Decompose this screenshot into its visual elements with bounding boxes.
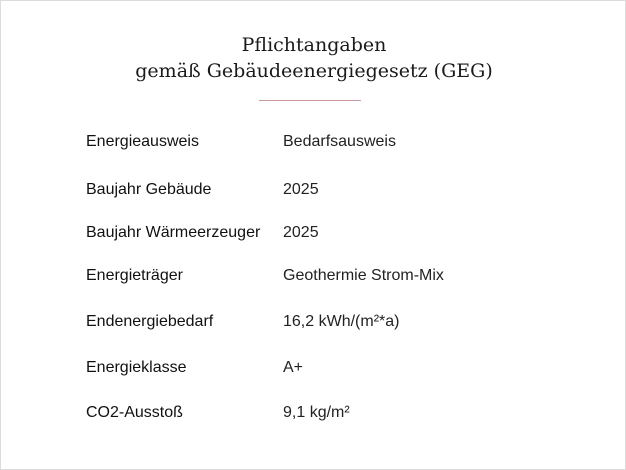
row-label: Endenergiebedarf bbox=[86, 313, 214, 330]
row-value: A+ bbox=[283, 359, 304, 376]
row-label: Baujahr Wärmeerzeuger bbox=[86, 224, 261, 241]
info-row-energieklasse: Energieklasse A+ bbox=[1, 356, 626, 380]
row-label: Energieklasse bbox=[86, 359, 187, 376]
info-row-energieausweis: Energieausweis Bedarfsausweis bbox=[1, 130, 626, 154]
row-label: Baujahr Gebäude bbox=[86, 181, 212, 198]
row-label: CO2-Ausstoß bbox=[86, 404, 183, 421]
row-value: Bedarfsausweis bbox=[283, 133, 396, 150]
title-divider bbox=[259, 100, 361, 101]
info-row-co2-ausstoss: CO2-Ausstoß 9,1 kg/m² bbox=[1, 401, 626, 425]
row-value: 2025 bbox=[283, 181, 319, 198]
row-value: Geothermie Strom-Mix bbox=[283, 267, 444, 284]
row-value: 9,1 kg/m² bbox=[283, 404, 350, 421]
row-value: 16,2 kWh/(m²*a) bbox=[283, 313, 400, 330]
info-row-baujahr-gebaeude: Baujahr Gebäude 2025 bbox=[1, 178, 626, 202]
info-row-energietraeger: Energieträger Geothermie Strom-Mix bbox=[1, 264, 626, 288]
page-subtitle: gemäß Gebäudeenergiegesetz (GEG) bbox=[135, 60, 493, 82]
row-value: 2025 bbox=[283, 224, 319, 241]
row-label: Energieausweis bbox=[86, 133, 199, 150]
info-row-baujahr-waermeerzeuger: Baujahr Wärmeerzeuger 2025 bbox=[1, 221, 626, 245]
page-title: Pflichtangaben bbox=[241, 34, 387, 56]
row-label: Energieträger bbox=[86, 267, 183, 284]
info-row-endenergiebedarf: Endenergiebedarf 16,2 kWh/(m²*a) bbox=[1, 310, 626, 334]
